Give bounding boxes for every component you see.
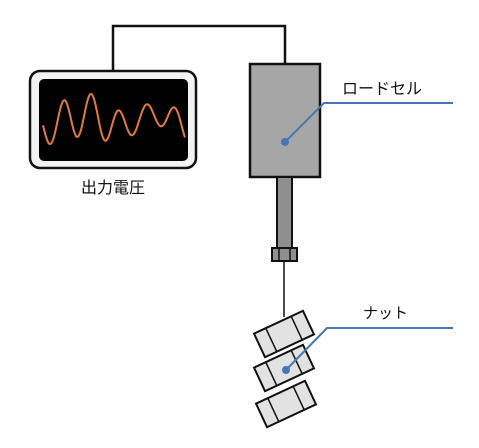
nut-leader-dot <box>282 366 290 374</box>
nut-leader <box>285 327 453 371</box>
monitor-icon <box>28 69 198 170</box>
load-cell-leader <box>284 102 453 143</box>
load-cell-rod <box>276 176 293 249</box>
signal-wire <box>111 24 287 72</box>
nut-label: ナット <box>363 304 408 322</box>
nut-item <box>252 309 316 359</box>
nut-item <box>254 379 318 429</box>
load-cell-label: ロードセル <box>342 79 422 98</box>
output-voltage-label: 出力電圧 <box>81 178 145 197</box>
load-cell-body <box>248 62 322 179</box>
waveform-trace <box>42 92 186 146</box>
rod-nut <box>271 247 298 262</box>
load-cell-leader-dot <box>281 138 289 146</box>
